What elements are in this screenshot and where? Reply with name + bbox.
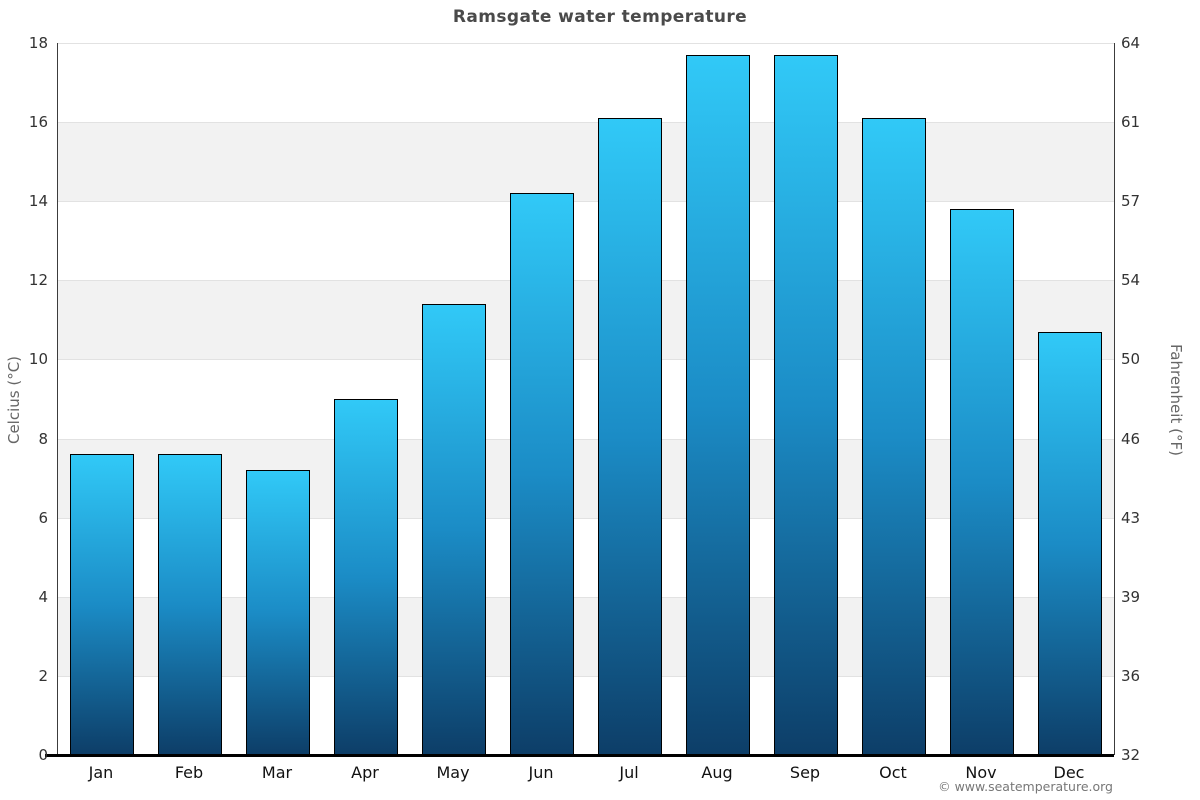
bar-mar[interactable] <box>246 470 310 755</box>
y-tick-right: 46 <box>1121 429 1141 448</box>
x-tick-jul: Jul <box>619 763 639 782</box>
gridline <box>58 122 1114 124</box>
gridline <box>58 201 1114 203</box>
x-tick-dec: Dec <box>1053 763 1085 782</box>
y-tick-right: 50 <box>1121 350 1141 369</box>
y-tick-right: 61 <box>1121 113 1141 132</box>
bar-sep[interactable] <box>774 54 838 755</box>
y-tick-left: 8 <box>38 429 48 448</box>
x-tick-may: May <box>436 763 470 782</box>
x-tick-aug: Aug <box>701 763 733 782</box>
y-axis-title-fahrenheit: Fahrenheit (°F) <box>1167 344 1185 456</box>
gridline <box>58 43 1114 44</box>
x-tick-sep: Sep <box>789 763 821 782</box>
y-tick-right: 39 <box>1121 587 1141 606</box>
x-tick-nov: Nov <box>965 763 997 782</box>
y-tick-left: 0 <box>38 746 48 764</box>
y-tick-right: 32 <box>1121 746 1141 764</box>
y-tick-right: 43 <box>1121 508 1141 527</box>
x-tick-feb: Feb <box>174 763 204 782</box>
bar-aug[interactable] <box>686 54 750 755</box>
x-tick-jun: Jun <box>528 763 554 782</box>
bar-dec[interactable] <box>1038 331 1102 755</box>
bar-may[interactable] <box>422 304 486 755</box>
x-tick-apr: Apr <box>351 763 379 782</box>
bar-jun[interactable] <box>510 193 574 755</box>
y-tick-right: 54 <box>1121 271 1141 290</box>
y-tick-left: 18 <box>28 34 48 52</box>
y-tick-left: 6 <box>38 508 48 527</box>
x-tick-mar: Mar <box>261 763 293 782</box>
y-tick-left: 10 <box>28 350 48 369</box>
x-axis-baseline <box>45 754 1114 757</box>
bar-jan[interactable] <box>70 454 134 755</box>
plot-area <box>57 43 1115 755</box>
watermark-credit: © www.seatemperature.org <box>938 779 1113 794</box>
y-tick-left: 16 <box>28 113 48 132</box>
y-tick-left: 2 <box>38 666 48 685</box>
bar-apr[interactable] <box>334 399 398 755</box>
y-tick-right: 36 <box>1121 666 1141 685</box>
y-tick-left: 4 <box>38 587 48 606</box>
grid-band <box>58 122 1114 202</box>
y-tick-left: 12 <box>28 271 48 290</box>
bar-nov[interactable] <box>950 209 1014 755</box>
y-tick-right: 57 <box>1121 192 1141 211</box>
bar-oct[interactable] <box>862 118 926 755</box>
y-tick-left: 14 <box>28 192 48 211</box>
x-tick-jan: Jan <box>88 763 114 782</box>
chart-title: Ramsgate water temperature <box>452 7 748 27</box>
x-tick-oct: Oct <box>879 763 907 782</box>
bar-jul[interactable] <box>598 118 662 755</box>
y-tick-right: 64 <box>1121 34 1141 52</box>
bar-feb[interactable] <box>158 454 222 755</box>
